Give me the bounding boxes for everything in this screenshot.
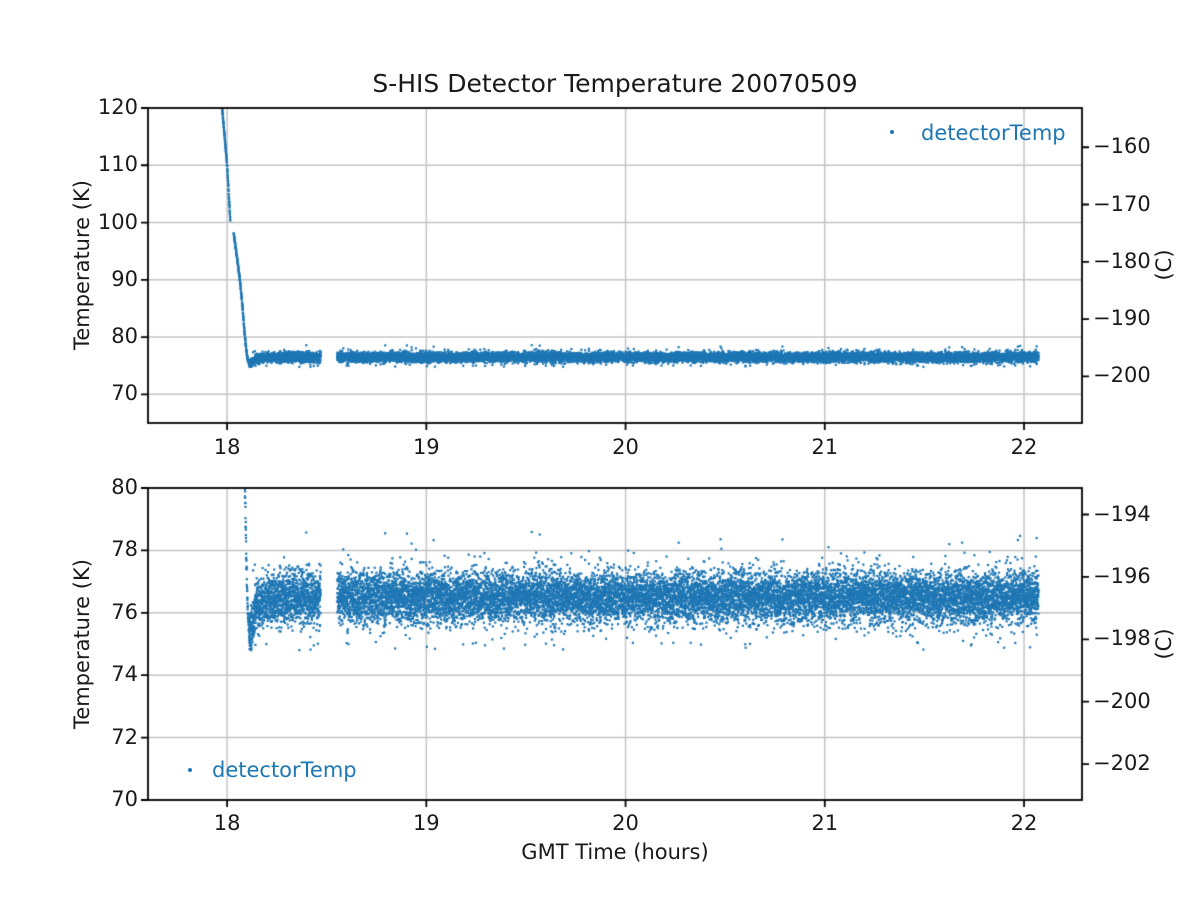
legend-label-bottom: detectorTemp bbox=[212, 758, 357, 782]
xtick-bottom-21: 21 bbox=[811, 811, 839, 835]
ytick-right-top-−180: −180 bbox=[1093, 248, 1151, 273]
xtick-top-18: 18 bbox=[213, 435, 241, 459]
ytick-left-bottom-80: 80 bbox=[111, 475, 138, 499]
ytick-right-bottom-−202: −202 bbox=[1093, 751, 1151, 776]
ytick-left-top-110: 110 bbox=[97, 152, 138, 177]
xtick-bottom-19: 19 bbox=[412, 811, 440, 835]
chart-title: S-HIS Detector Temperature 20070509 bbox=[372, 69, 858, 98]
ytick-left-top-90: 90 bbox=[111, 266, 138, 291]
ytick-right-bottom-−194: −194 bbox=[1093, 501, 1151, 526]
ytick-right-bottom-−200: −200 bbox=[1093, 688, 1151, 713]
legend-marker-icon bbox=[890, 130, 894, 134]
ytick-left-bottom-72: 72 bbox=[111, 724, 138, 749]
ytick-left-top-120: 120 bbox=[97, 95, 138, 119]
xtick-top-22: 22 bbox=[1010, 435, 1038, 459]
ytick-left-top-80: 80 bbox=[111, 324, 138, 349]
ytick-right-bottom-−198: −198 bbox=[1093, 626, 1151, 651]
xtick-bottom-20: 20 bbox=[612, 811, 639, 835]
ytick-right-top-−170: −170 bbox=[1093, 191, 1151, 216]
legend-marker-icon bbox=[188, 768, 192, 772]
ytick-right-top-−190: −190 bbox=[1093, 306, 1151, 331]
ytick-right-top-−200: −200 bbox=[1093, 363, 1151, 388]
xtick-top-19: 19 bbox=[412, 435, 440, 459]
ytick-left-bottom-78: 78 bbox=[111, 537, 138, 562]
ytick-left-top-70: 70 bbox=[111, 381, 138, 406]
ytick-right-top-−160: −160 bbox=[1093, 134, 1151, 159]
ytick-right-bottom-−196: −196 bbox=[1093, 563, 1151, 588]
legend-label-top: detectorTemp bbox=[921, 121, 1066, 145]
xaxis-label: GMT Time (hours) bbox=[521, 840, 709, 864]
xtick-bottom-18: 18 bbox=[213, 811, 241, 835]
ytick-left-bottom-74: 74 bbox=[111, 662, 138, 687]
xtick-top-20: 20 bbox=[612, 435, 639, 459]
ytick-left-bottom-76: 76 bbox=[111, 599, 138, 624]
xtick-bottom-22: 22 bbox=[1010, 811, 1038, 835]
ytick-left-bottom-70: 70 bbox=[111, 787, 138, 811]
ytick-left-top-100: 100 bbox=[97, 209, 138, 234]
xtick-top-21: 21 bbox=[811, 435, 839, 459]
